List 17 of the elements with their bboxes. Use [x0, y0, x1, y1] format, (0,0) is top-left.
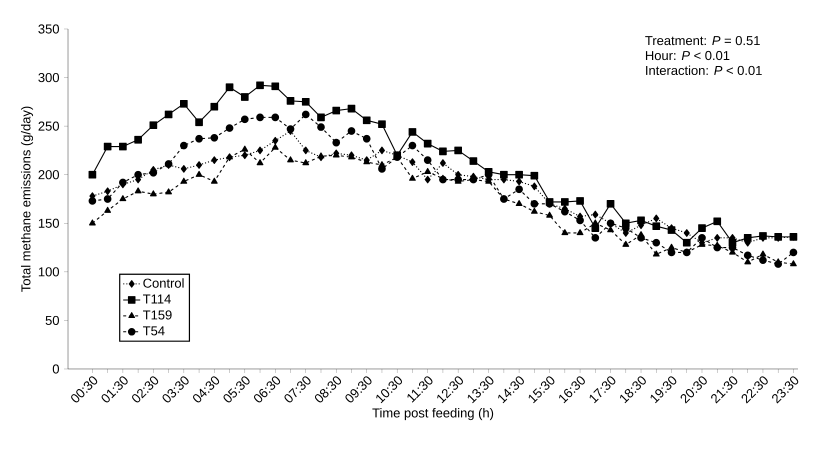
y-tick-label: 150	[38, 218, 59, 228]
y-tick-label: 350	[38, 24, 59, 34]
legend-label: Control	[143, 278, 184, 288]
y-tick-label: 50	[46, 316, 59, 325]
y-tick-label: 200	[38, 170, 59, 180]
y-tick-label: 250	[38, 122, 59, 131]
annotation: Treatment: P = 0.51	[645, 36, 760, 46]
y-tick-label: 300	[38, 72, 59, 82]
annotation: Hour: P < 0.01	[646, 50, 730, 60]
annotation: Interaction: P < 0.01	[646, 66, 762, 76]
legend-label: T159	[142, 310, 172, 320]
y-axis-title: Total methane emissions (g/day)	[20, 106, 34, 292]
legend-label: T114	[142, 294, 171, 304]
x-axis-title: Time post feeding (h)	[372, 408, 494, 420]
y-tick-label: 0	[52, 364, 59, 374]
legend-label: T54	[142, 326, 165, 336]
y-tick-label: 100	[38, 267, 59, 276]
